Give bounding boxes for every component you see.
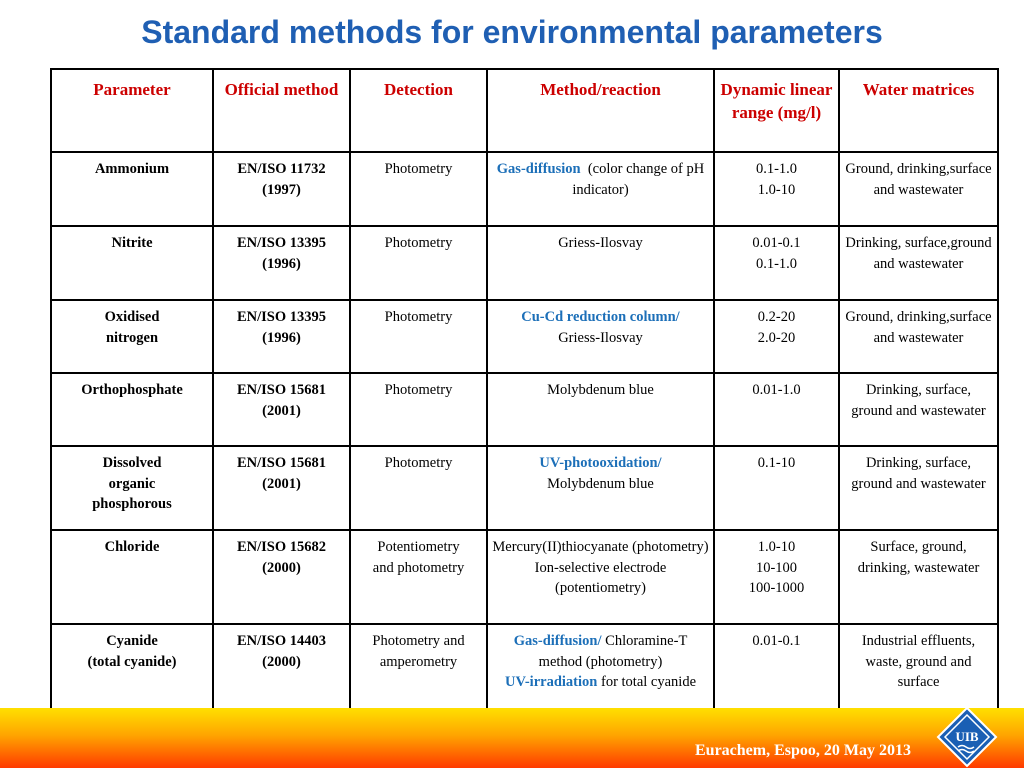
parameter-cell: Oxidised nitrogen [50, 299, 214, 374]
range-cell: 0.1-1.0 1.0-10 [713, 151, 840, 227]
table-row: Cyanide (total cyanide) EN/ISO 14403 (2000… [50, 623, 999, 719]
method-reaction-cell: UV-photooxidation/ Molybdenum blue [486, 445, 715, 531]
header-official-method: Official method [212, 68, 351, 153]
methods-table: Parameter Official method Detection Meth… [50, 68, 999, 719]
official-method-cell: EN/ISO 14403 (2000) [212, 623, 351, 719]
header-detection: Detection [349, 68, 488, 153]
parameter-cell: Cyanide (total cyanide) [50, 623, 214, 719]
table-row: Oxidised nitrogen EN/ISO 13395 (1996) Phot… [50, 299, 999, 374]
detection-cell: Photometry [349, 372, 488, 447]
table-row: Orthophosphate EN/ISO 15681 (2001) Photom… [50, 372, 999, 447]
page-title: Standard methods for environmental param… [141, 14, 883, 50]
table-row: Ammonium EN/ISO 11732 (1997) Photometry G… [50, 151, 999, 227]
matrices-cell: Industrial effluents, waste, ground and … [838, 623, 999, 719]
official-method-cell: EN/ISO 15681 (2001) [212, 445, 351, 531]
range-cell: 0.01-0.1 [713, 623, 840, 719]
header-parameter: Parameter [50, 68, 214, 153]
official-method-cell: EN/ISO 15681 (2001) [212, 372, 351, 447]
matrices-cell: Ground, drinking,surface and wastewater [838, 299, 999, 374]
detection-cell: Photometry [349, 225, 488, 301]
table-row: Nitrite EN/ISO 13395 (1996) Photometry Gr… [50, 225, 999, 301]
table-row: Dissolved organic phosphorous EN/ISO 15681… [50, 445, 999, 531]
parameter-cell: Orthophosphate [50, 372, 214, 447]
header-dynamic-range: Dynamic linear range (mg/l) [713, 68, 840, 153]
header-water-matrices: Water matrices [838, 68, 999, 153]
official-method-cell: EN/ISO 11732 (1997) [212, 151, 351, 227]
matrices-cell: Drinking, surface, ground and wastewater [838, 445, 999, 531]
range-cell: 0.01-0.1 0.1-1.0 [713, 225, 840, 301]
detection-cell: Photometry and amperometry [349, 623, 488, 719]
matrices-cell: Ground, drinking,surface and wastewater [838, 151, 999, 227]
method-reaction-cell: Griess-Ilosvay [486, 225, 715, 301]
method-reaction-cell: Mercury(II)thiocyanate (photometry) Ion-… [486, 529, 715, 625]
range-cell: 1.0-10 10-100 100-1000 [713, 529, 840, 625]
uib-logo-icon: UIB [936, 706, 998, 768]
footer-band [0, 708, 1024, 768]
range-cell: 0.01-1.0 [713, 372, 840, 447]
parameter-cell: Nitrite [50, 225, 214, 301]
official-method-cell: EN/ISO 13395 (1996) [212, 299, 351, 374]
detection-cell: Potentiometry and photometry [349, 529, 488, 625]
matrices-cell: Drinking, surface, ground and wastewater [838, 372, 999, 447]
method-reaction-cell: Cu-Cd reduction column/ Griess-Ilosvay [486, 299, 715, 374]
logo-text: UIB [955, 729, 978, 744]
parameter-cell: Dissolved organic phosphorous [50, 445, 214, 531]
footer-text: Eurachem, Espoo, 20 May 2013 [695, 742, 911, 759]
header-method-reaction: Method/reaction [486, 68, 715, 153]
detection-cell: Photometry [349, 151, 488, 227]
detection-cell: Photometry [349, 445, 488, 531]
parameter-cell: Chloride [50, 529, 214, 625]
range-cell: 0.1-10 [713, 445, 840, 531]
table-row: Chloride EN/ISO 15682 (2000) Potentiometr… [50, 529, 999, 625]
method-reaction-cell: Gas-diffusion/ Chloramine-T method (phot… [486, 623, 715, 719]
matrices-cell: Surface, ground, drinking, wastewater [838, 529, 999, 625]
method-reaction-cell: Gas-diffusion (color change of pH indica… [486, 151, 715, 227]
method-reaction-cell: Molybdenum blue [486, 372, 715, 447]
detection-cell: Photometry [349, 299, 488, 374]
matrices-cell: Drinking, surface,ground and wastewater [838, 225, 999, 301]
official-method-cell: EN/ISO 15682 (2000) [212, 529, 351, 625]
parameter-cell: Ammonium [50, 151, 214, 227]
official-method-cell: EN/ISO 13395 (1996) [212, 225, 351, 301]
table-header-row: Parameter Official method Detection Meth… [50, 68, 999, 153]
range-cell: 0.2-20 2.0-20 [713, 299, 840, 374]
